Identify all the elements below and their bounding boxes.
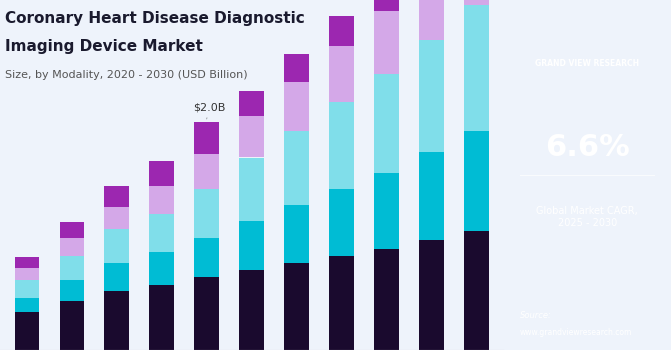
Text: Coronary Heart Disease Diagnostic: Coronary Heart Disease Diagnostic [5,10,305,26]
Bar [15,312,40,350]
Bar [105,186,130,206]
Bar [374,10,399,74]
Bar [240,116,264,158]
Text: 6.6%: 6.6% [545,133,629,161]
Bar [419,240,444,350]
Bar [419,0,444,40]
Bar [15,268,40,280]
Bar [15,298,40,312]
Text: Source:: Source: [520,310,552,320]
Bar [374,173,399,248]
Bar [60,280,85,301]
Bar [195,189,219,238]
Bar [150,161,174,186]
Bar [285,131,309,205]
Text: Size, by Modality, 2020 - 2030 (USD Billion): Size, by Modality, 2020 - 2030 (USD Bill… [5,70,248,80]
Bar [60,238,85,256]
Bar [195,154,219,189]
Bar [15,280,40,298]
Bar [195,238,219,276]
Text: Global Market CAGR,
2025 - 2030: Global Market CAGR, 2025 - 2030 [536,206,638,228]
Bar [419,152,444,240]
Bar [285,205,309,262]
Bar [329,256,354,350]
Bar [150,214,174,252]
Bar [240,220,264,270]
Bar [329,102,354,189]
Bar [464,131,488,231]
Bar [240,158,264,220]
Bar [105,229,130,262]
Bar [329,46,354,102]
Bar [374,74,399,173]
Text: Imaging Device Market: Imaging Device Market [5,38,203,54]
Bar [105,290,130,350]
Text: www.grandviewresearch.com: www.grandviewresearch.com [520,328,632,337]
Bar [60,222,85,238]
Bar [285,54,309,82]
Bar [150,285,174,350]
Bar [195,122,219,154]
Bar [329,189,354,256]
Bar [374,248,399,350]
Bar [240,91,264,116]
Bar [150,252,174,285]
Bar [285,82,309,131]
Bar [464,0,488,5]
Bar [285,262,309,350]
Bar [60,301,85,350]
Bar [105,206,130,229]
Bar [419,40,444,152]
Bar [464,231,488,350]
Bar [15,257,40,268]
Bar [150,186,174,214]
Bar [329,16,354,46]
Bar [464,5,488,131]
Bar [374,0,399,10]
Bar [60,256,85,280]
Bar [240,270,264,350]
Text: $2.0B: $2.0B [193,102,225,119]
Bar [195,276,219,350]
Bar [105,262,130,290]
Text: GRAND VIEW RESEARCH: GRAND VIEW RESEARCH [535,58,639,68]
